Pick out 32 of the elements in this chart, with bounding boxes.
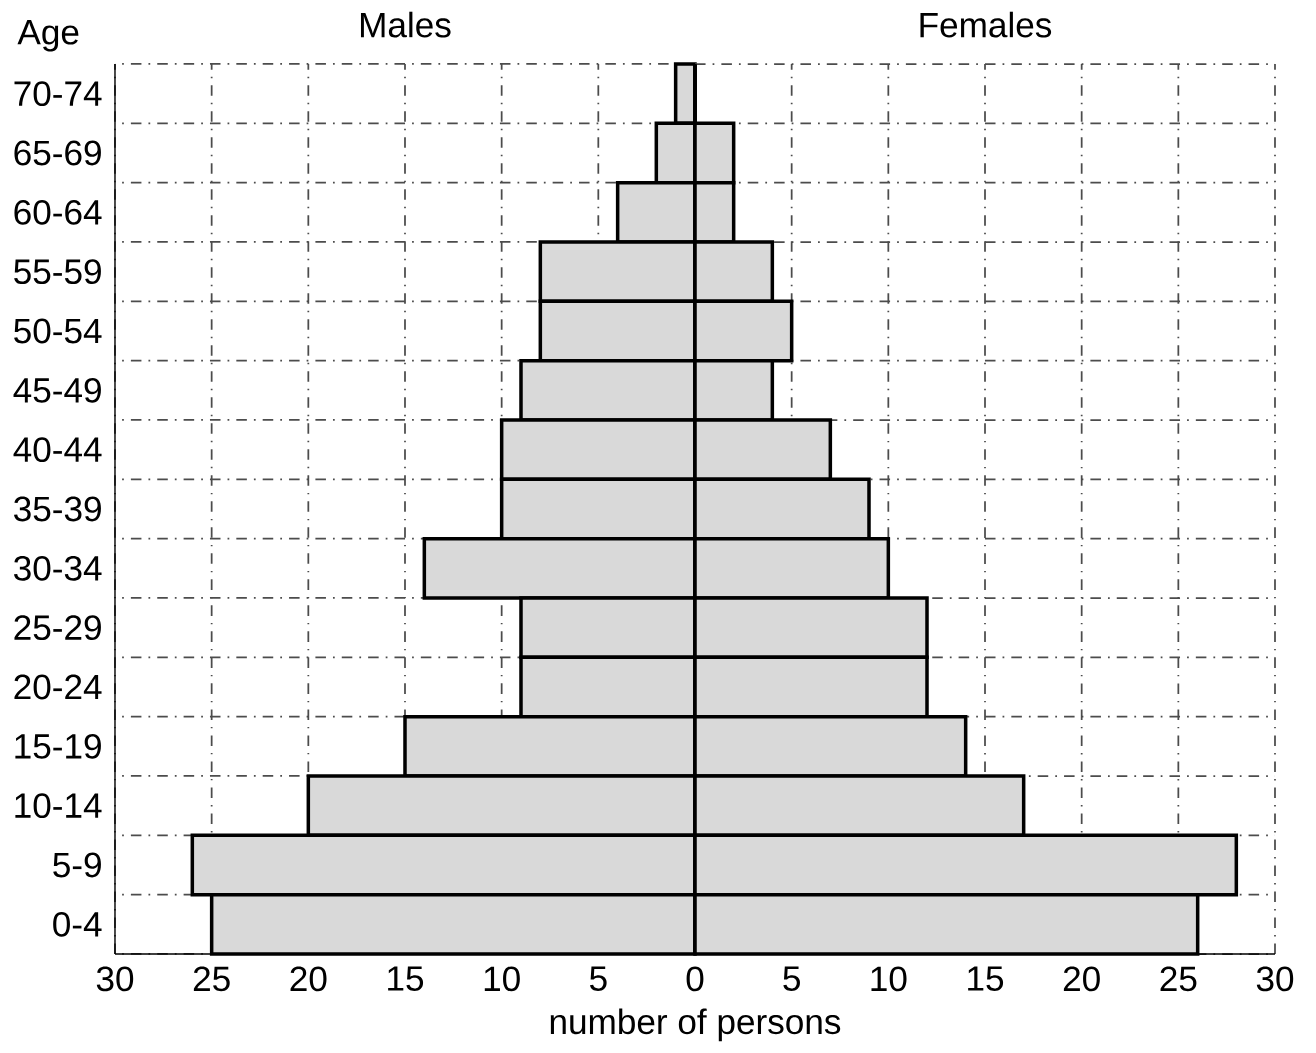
- x-tick-label: 20: [1063, 966, 1100, 992]
- y-tick-label: 5-9: [53, 852, 101, 878]
- y-tick-label: 15-19: [15, 733, 101, 759]
- y-tick-label: 0-4: [53, 911, 102, 937]
- chart-title: Males: [360, 11, 451, 38]
- x-tick-label: 10: [484, 966, 520, 992]
- y-tick-label: 55-59: [14, 259, 101, 285]
- y-tick-label: 35-39: [14, 496, 101, 522]
- x-tick-label: 15: [388, 966, 424, 991]
- chart-title: Females: [920, 11, 1052, 38]
- x-tick-label: 5: [589, 966, 607, 991]
- x-tick-label: 10: [871, 966, 907, 992]
- y-tick-label: 65-69: [14, 140, 101, 166]
- y-tick-label: 30-34: [14, 555, 102, 581]
- x-tick-label: 5: [783, 966, 800, 991]
- y-tick-label: 40-44: [13, 437, 102, 463]
- y-tick-label: 70-74: [14, 81, 102, 107]
- y-tick-label: 10-14: [15, 793, 102, 819]
- x-tick-label: 25: [1160, 966, 1197, 992]
- x-tick-label: 0: [686, 966, 704, 992]
- x-tick-label: 30: [1256, 966, 1294, 992]
- x-tick-label: 30: [96, 966, 134, 992]
- y-tick-label: 20-24: [14, 674, 102, 700]
- y-tick-label: 45-49: [13, 377, 101, 403]
- y-axis-title: Age: [17, 20, 79, 52]
- x-axis-title: number of persons: [550, 1008, 841, 1042]
- y-tick-label: 60-64: [14, 199, 102, 225]
- y-tick-label: 50-54: [14, 318, 102, 344]
- x-tick-label: 25: [193, 966, 230, 992]
- x-tick-label: 20: [290, 966, 327, 992]
- x-tick-label: 15: [968, 966, 1004, 991]
- y-tick-label: 25-29: [14, 615, 101, 641]
